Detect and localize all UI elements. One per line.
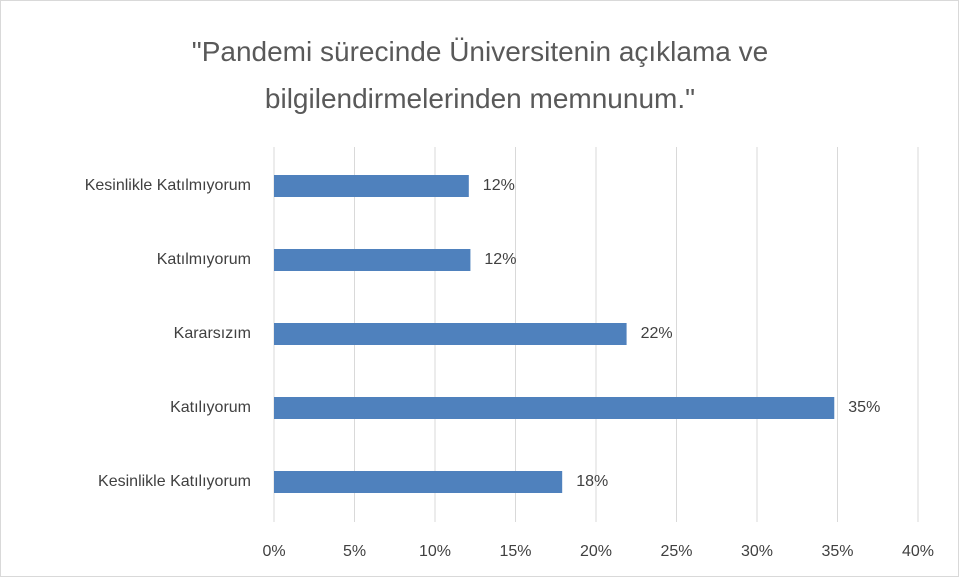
bar: [274, 323, 627, 345]
x-tick-label: 5%: [343, 543, 366, 560]
x-tick-label: 15%: [499, 543, 531, 560]
y-tick-label: Kesinlikle Katılıyorum: [98, 473, 251, 490]
y-tick-label: Kararsızım: [174, 325, 251, 342]
bar: [274, 175, 469, 197]
x-tick-label: 35%: [821, 543, 853, 560]
x-tick-label: 40%: [902, 543, 934, 560]
bar: [274, 397, 835, 419]
data-label: 22%: [641, 325, 673, 342]
x-tick-label: 0%: [262, 543, 285, 560]
bar: [274, 471, 563, 493]
x-tick-label: 25%: [660, 543, 692, 560]
y-tick-label: Katılıyorum: [170, 399, 251, 416]
data-label: 12%: [483, 177, 515, 194]
data-label: 35%: [848, 399, 880, 416]
data-label: 18%: [576, 473, 608, 490]
x-tick-label: 10%: [419, 543, 451, 560]
chart-title: "Pandemi sürecinde Üniversitenin açıklam…: [191, 36, 769, 114]
y-tick-label: Kesinlikle Katılmıyorum: [85, 177, 251, 194]
x-tick-label: 30%: [741, 543, 773, 560]
y-tick-label: Katılmıyorum: [157, 251, 251, 268]
bar: [274, 249, 471, 271]
x-tick-label: 20%: [580, 543, 612, 560]
data-label: 12%: [484, 251, 516, 268]
